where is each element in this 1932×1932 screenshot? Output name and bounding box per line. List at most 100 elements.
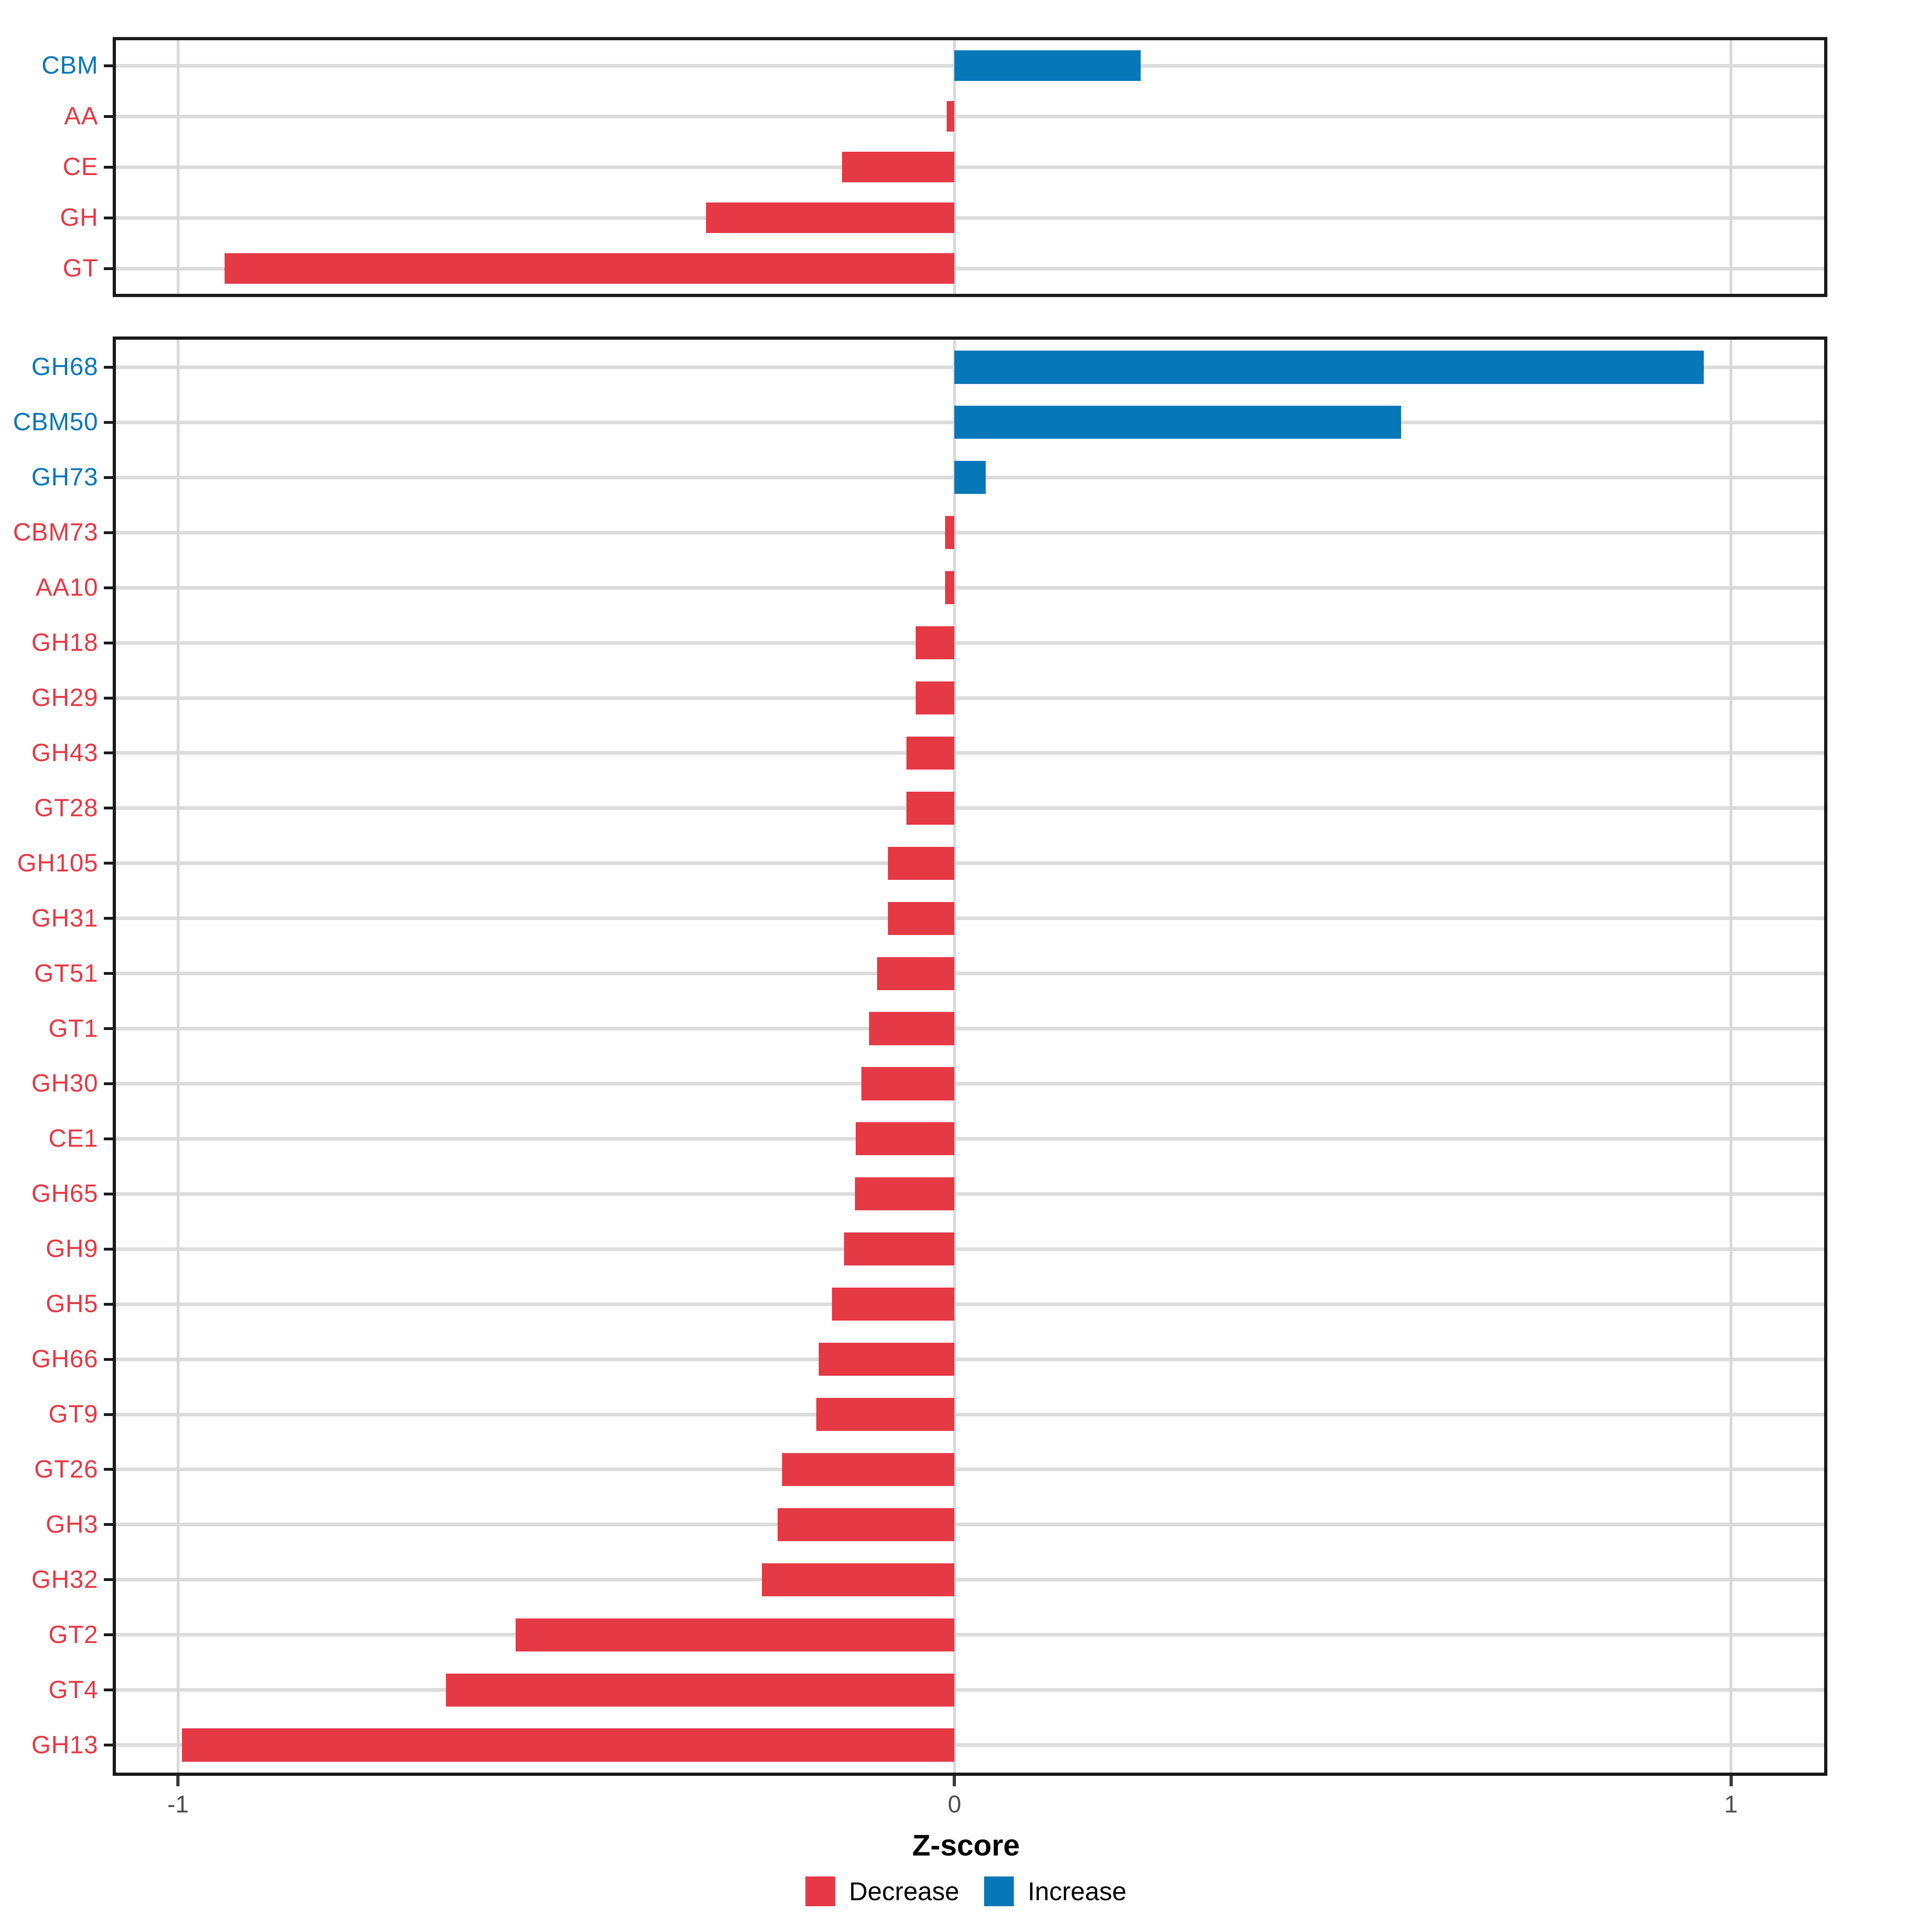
y-tick-mark <box>104 64 113 67</box>
y-axis-label-gh68: GH68 <box>31 353 98 381</box>
y-tick-mark <box>104 1027 113 1030</box>
y-axis-label-gh31: GH31 <box>31 904 98 932</box>
bar-gh68 <box>954 351 1704 384</box>
horizontal-gridline <box>116 696 1824 700</box>
bar-gt28 <box>906 791 955 825</box>
y-tick-mark <box>104 807 113 810</box>
y-tick-mark <box>104 165 113 169</box>
bar-cbm50 <box>954 406 1401 439</box>
y-tick-mark <box>104 751 113 755</box>
y-tick-mark <box>104 1358 113 1361</box>
horizontal-gridline <box>116 1137 1824 1141</box>
y-axis-label-gh5: GH5 <box>45 1290 98 1318</box>
y-tick-mark <box>104 115 113 118</box>
y-tick-mark <box>104 1137 113 1140</box>
horizontal-gridline <box>116 1633 1824 1637</box>
y-axis-label-gh3: GH3 <box>45 1510 98 1538</box>
bar-ce1 <box>856 1122 955 1156</box>
y-axis-label-gt2: GT2 <box>48 1620 98 1649</box>
y-tick-mark <box>104 586 113 589</box>
horizontal-gridline <box>116 972 1824 976</box>
y-axis-label-gh66: GH66 <box>31 1345 98 1373</box>
horizontal-gridline <box>116 861 1824 865</box>
horizontal-gridline <box>116 1468 1824 1472</box>
cazyme-family-panel <box>113 336 1827 1776</box>
y-axis-label-cbm: CBM <box>41 52 98 79</box>
cazyme-class-panel <box>113 37 1827 297</box>
bar-gh73 <box>954 461 986 494</box>
bar-gh3 <box>777 1508 955 1541</box>
vertical-gridline <box>176 40 180 294</box>
y-axis-label-gh73: GH73 <box>31 463 98 491</box>
bar-gh13 <box>182 1728 955 1762</box>
y-tick-mark <box>104 267 113 270</box>
y-axis-label-gh30: GH30 <box>31 1069 98 1098</box>
horizontal-gridline <box>116 641 1824 645</box>
y-axis-label-gt26: GT26 <box>34 1455 98 1483</box>
y-tick-mark <box>104 1578 113 1581</box>
bar-aa <box>947 101 955 132</box>
y-axis-label-gh29: GH29 <box>31 684 98 712</box>
vertical-gridline <box>176 340 180 1773</box>
y-axis-label-ce1: CE1 <box>48 1125 98 1153</box>
y-tick-mark <box>104 1523 113 1526</box>
bar-gt <box>225 253 955 284</box>
bar-gh43 <box>906 736 955 770</box>
horizontal-gridline <box>116 530 1824 535</box>
horizontal-gridline <box>116 266 1824 270</box>
y-tick-mark <box>104 1192 113 1195</box>
bar-aa10 <box>945 571 955 605</box>
y-tick-mark <box>104 421 113 424</box>
horizontal-gridline <box>116 1743 1824 1747</box>
horizontal-gridline <box>116 1192 1824 1196</box>
bar-gh9 <box>844 1232 955 1266</box>
increase-swatch <box>984 1876 1014 1906</box>
y-axis-label-gh65: GH65 <box>31 1180 98 1208</box>
y-axis-label-gt4: GT4 <box>48 1676 98 1704</box>
y-tick-mark <box>104 365 113 369</box>
bar-gt2 <box>516 1618 955 1651</box>
y-axis-label-cbm50: CBM50 <box>13 408 98 436</box>
cazyme-class-plot-area <box>116 40 1824 294</box>
y-axis-label-gh: GH <box>60 204 98 231</box>
x-axis-tick-label: -1 <box>167 1791 189 1818</box>
bar-gh5 <box>832 1288 955 1321</box>
bar-gh <box>706 202 955 233</box>
y-axis-label-gh13: GH13 <box>31 1731 98 1759</box>
y-axis-label-gh18: GH18 <box>31 629 98 657</box>
y-tick-mark <box>104 216 113 219</box>
y-tick-mark <box>104 531 113 534</box>
y-tick-mark <box>104 1302 113 1306</box>
y-tick-mark <box>104 1744 113 1747</box>
y-axis-label-gt1: GT1 <box>48 1014 98 1042</box>
bar-gt51 <box>877 957 955 990</box>
decrease-swatch <box>805 1876 836 1906</box>
bar-cbm <box>954 50 1141 81</box>
legend-item-increase[interactable]: Increase <box>984 1876 1127 1906</box>
bar-gt1 <box>869 1012 955 1045</box>
y-tick-mark <box>104 1688 113 1692</box>
y-tick-mark <box>104 972 113 975</box>
y-tick-mark <box>104 1247 113 1251</box>
horizontal-gridline <box>116 806 1824 810</box>
y-axis-label-gh32: GH32 <box>31 1565 98 1593</box>
bar-gh18 <box>915 626 955 660</box>
y-tick-mark <box>104 1413 113 1416</box>
horizontal-gridline <box>116 1578 1824 1582</box>
bar-gt4 <box>446 1673 955 1707</box>
y-axis-label-cbm73: CBM73 <box>13 518 98 547</box>
bar-gh66 <box>818 1343 955 1376</box>
horizontal-gridline <box>116 1082 1824 1086</box>
legend-item-decrease[interactable]: Decrease <box>805 1876 959 1906</box>
horizontal-gridline <box>116 1688 1824 1692</box>
y-tick-mark <box>104 641 113 644</box>
horizontal-gridline <box>116 1027 1824 1031</box>
horizontal-gridline <box>116 751 1824 755</box>
x-tick-mark <box>1729 1776 1733 1786</box>
y-axis-label-gt9: GT9 <box>48 1400 98 1428</box>
bar-gt26 <box>782 1453 955 1486</box>
horizontal-gridline <box>116 916 1824 921</box>
y-tick-mark <box>104 1082 113 1085</box>
y-axis-label-gh9: GH9 <box>45 1235 98 1263</box>
